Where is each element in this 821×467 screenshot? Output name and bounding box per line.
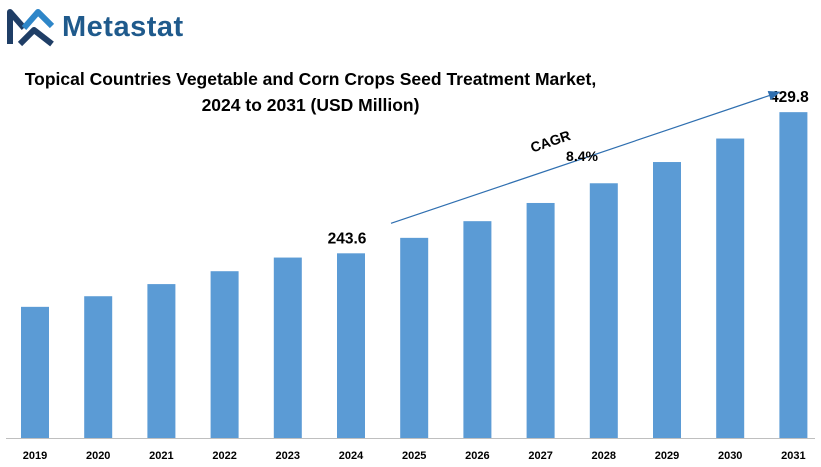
data-label-2024: 243.6 xyxy=(328,230,367,247)
chart-title: Topical Countries Vegetable and Corn Cro… xyxy=(0,66,621,118)
x-tick-label-2021: 2021 xyxy=(149,450,173,462)
bar-2019 xyxy=(21,306,49,438)
cagr-arrow xyxy=(390,91,781,224)
bar-2028 xyxy=(589,183,618,438)
x-tick-label-2031: 2031 xyxy=(781,450,805,462)
metastat-m-logo-icon xyxy=(7,9,55,47)
x-tick-label-2029: 2029 xyxy=(655,450,679,462)
x-tick-label-2024: 2024 xyxy=(339,450,364,462)
x-tick-label-2028: 2028 xyxy=(592,450,616,462)
metastat-logo: Metastat xyxy=(6,6,216,48)
x-tick-label-2019: 2019 xyxy=(23,450,47,462)
chart-title-line-2: 2024 to 2031 (USD Million) xyxy=(201,95,420,115)
bar-2029 xyxy=(653,162,681,438)
bar-2025 xyxy=(400,237,429,438)
x-tick-label-2023: 2023 xyxy=(276,450,300,462)
brand-name: Metastat xyxy=(62,11,184,43)
x-tick-label-2027: 2027 xyxy=(528,450,552,462)
x-tick-label-2020: 2020 xyxy=(86,450,110,462)
bar-2026 xyxy=(463,221,492,438)
cagr-value: 8.4% xyxy=(566,148,598,164)
bar-2031 xyxy=(779,112,808,439)
x-tick-label-2026: 2026 xyxy=(465,450,489,462)
bar-2024 xyxy=(337,253,365,438)
data-label-2031: 429.8 xyxy=(770,89,809,106)
chart-title-line-1: Topical Countries Vegetable and Corn Cro… xyxy=(24,69,597,89)
bar-2022 xyxy=(210,271,239,438)
bar-2027 xyxy=(526,202,555,438)
bar-2020 xyxy=(84,296,113,438)
x-tick-label-2025: 2025 xyxy=(402,450,426,462)
x-tick-label-2030: 2030 xyxy=(718,450,742,462)
bar-2023 xyxy=(273,257,302,438)
bar-2030 xyxy=(716,138,745,438)
bar-2021 xyxy=(147,284,176,438)
x-tick-label-2022: 2022 xyxy=(212,450,236,462)
